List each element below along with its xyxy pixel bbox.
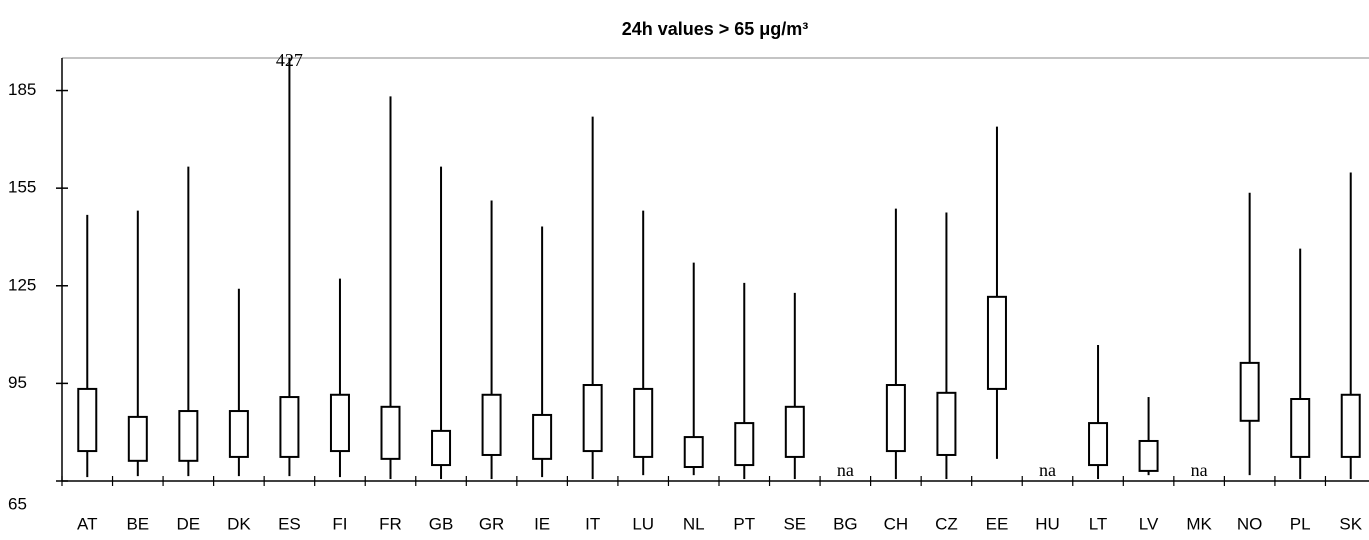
x-tick-label: GB	[429, 514, 454, 533]
box	[936, 391, 957, 456]
box	[986, 295, 1007, 390]
x-tick-label: CZ	[935, 514, 958, 533]
missing-label: na	[837, 460, 854, 480]
box	[279, 396, 300, 458]
box	[633, 387, 654, 458]
x-tick-label: LT	[1089, 514, 1108, 533]
box	[77, 387, 98, 453]
x-tick-label: BG	[833, 514, 858, 533]
y-tick-label: 95	[8, 373, 27, 392]
box	[1340, 393, 1361, 458]
x-tick-label: IT	[585, 514, 600, 533]
box	[734, 422, 755, 467]
box	[582, 384, 603, 453]
box	[127, 415, 148, 462]
y-tick-label: 65	[8, 494, 27, 513]
x-tick-label: IE	[534, 514, 550, 533]
x-tick-label: NL	[683, 514, 705, 533]
x-tick-label: NO	[1237, 514, 1263, 533]
x-tick-label: MK	[1186, 514, 1212, 533]
y-tick-label: 155	[8, 178, 36, 197]
x-tick-label: DE	[177, 514, 201, 533]
missing-label: na	[1191, 460, 1208, 480]
box	[683, 436, 704, 469]
box	[481, 393, 502, 456]
x-tick-label: FI	[332, 514, 347, 533]
x-tick-label: GR	[479, 514, 505, 533]
box	[1239, 361, 1260, 422]
x-tick-label: ES	[278, 514, 301, 533]
box	[329, 393, 350, 453]
y-tick-label: 185	[8, 80, 36, 99]
x-tick-label: PL	[1290, 514, 1311, 533]
x-tick-label: DK	[227, 514, 251, 533]
x-tick-label: LU	[632, 514, 654, 533]
x-tick-label: HU	[1035, 514, 1060, 533]
chart-title: 24h values > 65 μg/m³	[622, 19, 809, 39]
box	[885, 384, 906, 453]
box	[784, 405, 805, 458]
value-label: 427	[276, 50, 303, 70]
box	[1088, 422, 1109, 467]
x-tick-label: EE	[986, 514, 1009, 533]
x-tick-label: BE	[126, 514, 149, 533]
x-tick-label: FR	[379, 514, 402, 533]
missing-label: na	[1039, 460, 1056, 480]
x-tick-label: PT	[733, 514, 755, 533]
box	[1290, 398, 1311, 458]
plot-area	[77, 58, 1361, 480]
x-tick-label: LV	[1139, 514, 1159, 533]
x-tick-label: SE	[783, 514, 806, 533]
box	[228, 410, 249, 458]
y-tick-label: 125	[8, 275, 36, 294]
box	[380, 405, 401, 460]
x-tick-label: AT	[77, 514, 97, 533]
box	[532, 413, 553, 460]
box	[178, 410, 199, 462]
x-tick-label: CH	[884, 514, 909, 533]
box	[1138, 439, 1159, 472]
x-tick-label: SK	[1339, 514, 1362, 533]
box	[431, 429, 452, 467]
